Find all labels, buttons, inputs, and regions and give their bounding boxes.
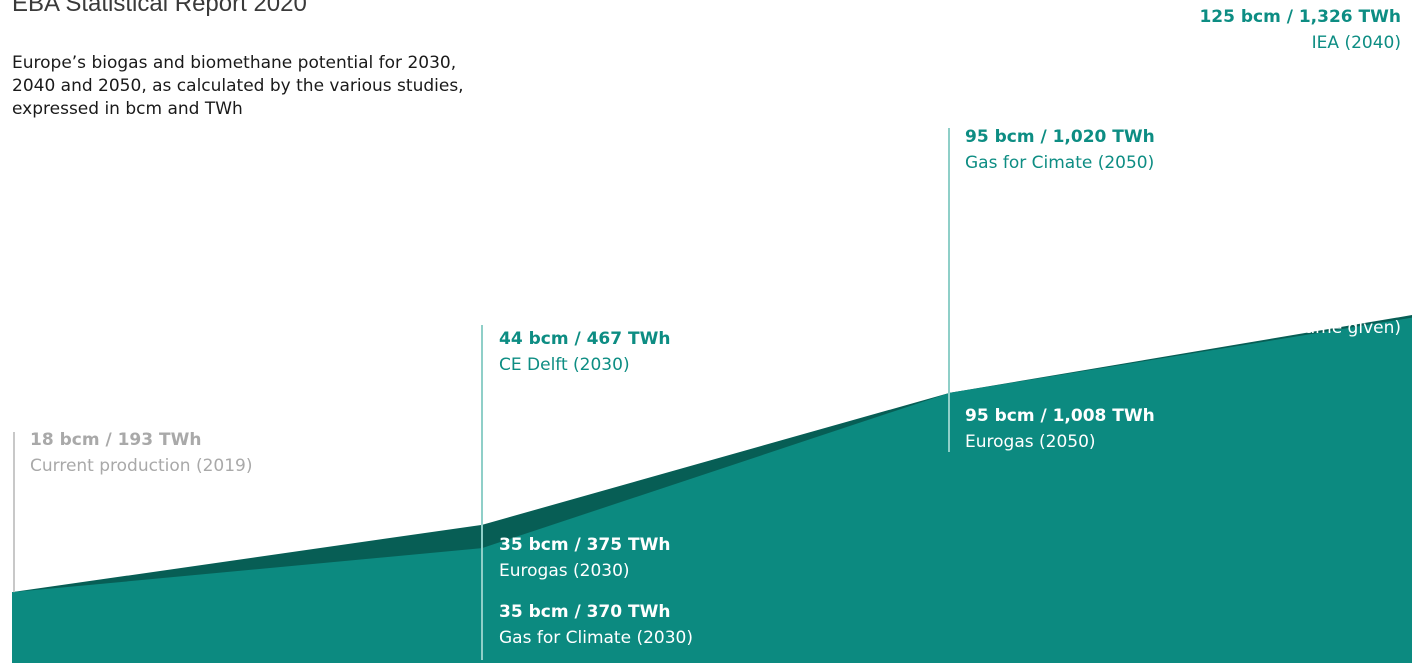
annotation-value: 95 bcm / 1,008 TWh bbox=[965, 406, 1155, 426]
annotation-value: 18 bcm / 193 TWh bbox=[30, 430, 202, 450]
annotation-value: 95 bcm / 1,020 TWh bbox=[965, 127, 1155, 147]
chart-subtitle: Europe’s biogas and biomethane potential… bbox=[12, 53, 464, 119]
annotation-current-production: 18 bcm / 193 TWh Current production (201… bbox=[30, 427, 252, 479]
annotation-ce-delft-2030: 44 bcm / 467 TWh CE Delft (2030) bbox=[499, 326, 670, 378]
annotation-label: CE Delft (2030) bbox=[499, 355, 630, 375]
annotation-value: 124 bcm / 1,316 TWh bbox=[1199, 292, 1401, 312]
annotation-iea-2040: 125 bcm / 1,326 TWh IEA (2040) bbox=[1199, 4, 1401, 56]
annotation-label: Cerre (no timeframe given) bbox=[1168, 318, 1401, 338]
annotation-label: Eurogas (2050) bbox=[965, 432, 1096, 452]
annotation-eurogas-2050: 95 bcm / 1,008 TWh Eurogas (2050) bbox=[965, 403, 1155, 455]
annotation-label: IEA (2040) bbox=[1311, 33, 1401, 53]
annotation-gas-for-climate-2050: 95 bcm / 1,020 TWh Gas for Cimate (2050) bbox=[965, 124, 1155, 176]
annotation-value: 35 bcm / 375 TWh bbox=[499, 535, 671, 555]
report-title: EBA Statistical Report 2020 bbox=[12, 0, 307, 17]
annotation-label: Current production (2019) bbox=[30, 456, 253, 476]
annotation-value: 35 bcm / 370 TWh bbox=[499, 602, 671, 622]
annotation-cerre: 124 bcm / 1,316 TWh Cerre (no timeframe … bbox=[1169, 289, 1401, 341]
annotation-label: Eurogas (2030) bbox=[499, 561, 630, 581]
annotation-label: Gas for Climate (2030) bbox=[499, 628, 693, 648]
area-lower-band bbox=[12, 317, 1412, 663]
annotation-gas-for-climate-2030: 35 bcm / 370 TWh Gas for Climate (2030) bbox=[499, 599, 693, 651]
annotation-value: 125 bcm / 1,326 TWh bbox=[1199, 7, 1401, 27]
annotation-value: 44 bcm / 467 TWh bbox=[499, 329, 671, 349]
annotation-label: Gas for Cimate (2050) bbox=[965, 153, 1155, 173]
annotation-eurogas-2030: 35 bcm / 375 TWh Eurogas (2030) bbox=[499, 532, 670, 584]
